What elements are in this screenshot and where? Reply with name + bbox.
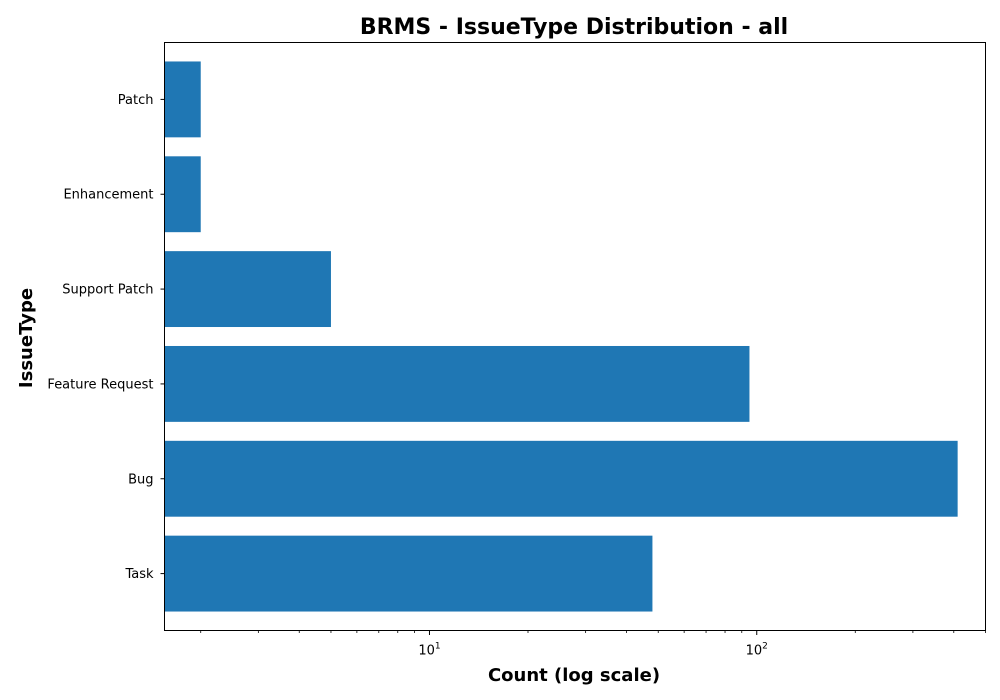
plot-frame [164,42,986,631]
bar-support-patch [164,251,331,328]
x-axis-label: Count (log scale) [488,665,660,686]
x-axis: 101 102 [200,630,986,659]
y-tick-label-bug: Bug [128,472,153,487]
x-tick-label: 102 [746,642,768,659]
bar-feature-request [164,345,750,422]
y-tick-label-feature-request: Feature Request [47,377,153,392]
bars-group [164,61,958,612]
chart-title: BRMS - IssueType Distribution - all [360,15,788,40]
y-tick-label-patch: Patch [118,93,154,108]
y-axis-label: IssueType [16,288,37,388]
y-tick-label-enhancement: Enhancement [63,188,153,203]
bar-patch [164,61,201,138]
y-axis: Task Bug Feature Request Support Patch Enhan… [47,93,165,582]
x-tick-label: 101 [418,642,440,659]
y-tick-label-support-patch: Support Patch [62,283,153,298]
y-tick-label-task: Task [124,567,154,582]
bar-task [164,535,653,612]
bar-enhancement [164,156,201,233]
bar-bug [164,440,958,517]
